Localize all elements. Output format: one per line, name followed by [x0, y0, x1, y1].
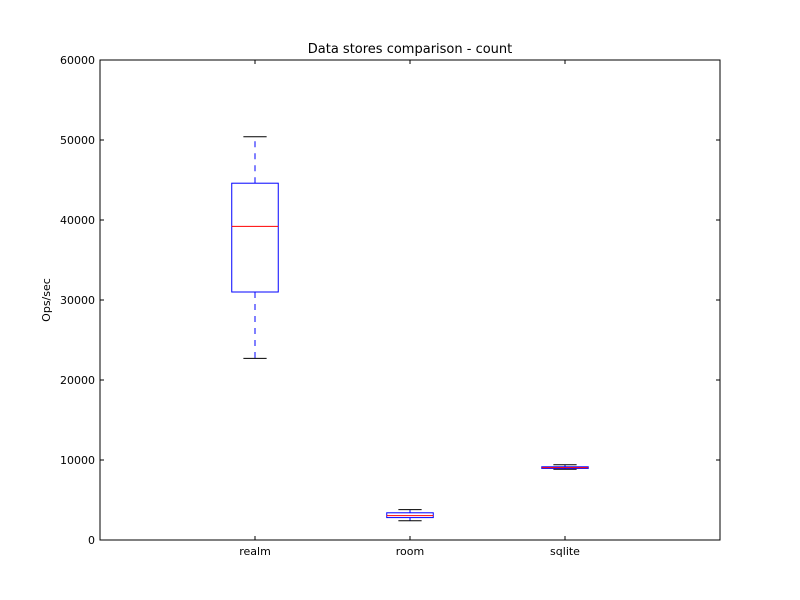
- y-tick-label: 0: [88, 534, 95, 547]
- y-tick-label: 20000: [60, 374, 95, 387]
- y-tick-label: 10000: [60, 454, 95, 467]
- box-realm: [231, 182, 279, 293]
- y-tick-label: 50000: [60, 134, 95, 147]
- chart-title: Data stores comparison - count: [308, 42, 513, 57]
- x-tick-label-realm: realm: [239, 545, 271, 558]
- chart-marks: 0 10000 20000 30000 40000 50000 60000 realm room…: [60, 54, 720, 558]
- y-tick-label: 30000: [60, 294, 95, 307]
- x-tick-label-room: room: [396, 545, 424, 558]
- x-tick-label-sqlite: sqlite: [550, 545, 580, 558]
- plot-frame: [99, 59, 721, 541]
- y-tick-label: 60000: [60, 54, 95, 67]
- y-axis-label: Ops/sec: [40, 278, 53, 322]
- y-tick-label: 40000: [60, 214, 95, 227]
